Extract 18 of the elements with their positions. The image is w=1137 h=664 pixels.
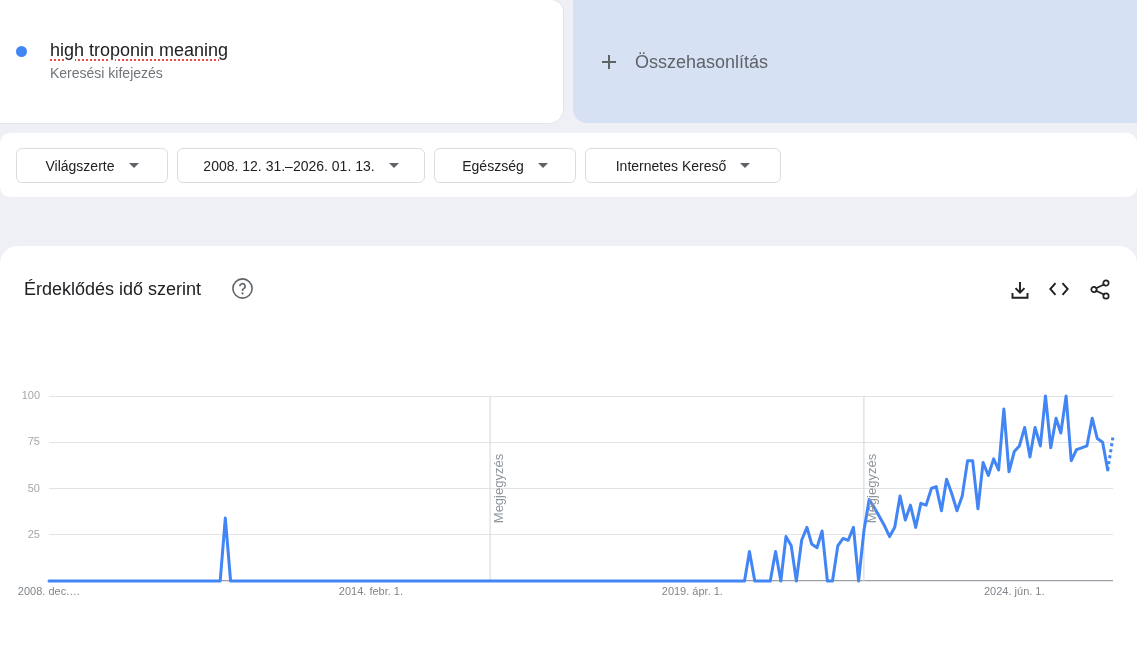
x-tick-label: 2014. febr. 1. <box>338 584 404 597</box>
dropdown[interactable]: 2008. 12. 31.–2026. 01. 13. <box>177 148 425 183</box>
y-tick-label: 100 <box>21 389 40 402</box>
y-tick-label: 50 <box>27 481 40 494</box>
chart-title: Érdeklődés idő szerint <box>24 278 202 300</box>
ref-line-label: Megjegyzés <box>490 453 506 524</box>
y-tick-label: 25 <box>27 527 40 540</box>
x-tick-label: 2008. dec.… <box>17 584 81 597</box>
y-tick-label: 75 <box>27 435 40 448</box>
dropdown[interactable]: Világszerte <box>16 148 168 183</box>
x-tick-label: 2019. ápr. 1. <box>661 584 723 597</box>
dropdown[interactable]: Egészség <box>434 148 576 183</box>
legend-label: high troponin meaning <box>50 39 229 61</box>
button[interactable]: Összehasonlítás <box>573 0 1137 123</box>
ref-line-label: Megjegyzés <box>864 453 880 524</box>
text: Keresési kifejezés <box>50 65 163 82</box>
x-tick-label: 2024. jún. 1. <box>983 584 1045 597</box>
dropdown[interactable]: Internetes Kereső <box>585 148 781 183</box>
